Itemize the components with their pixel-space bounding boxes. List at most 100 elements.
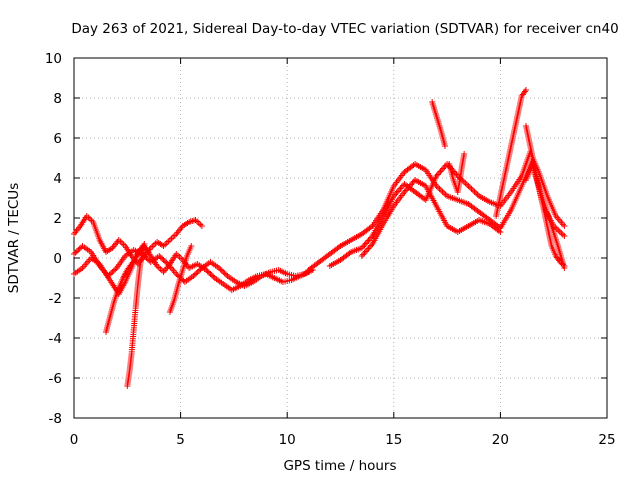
data-point — [142, 253, 149, 260]
data-point — [360, 251, 367, 258]
x-axis-label: GPS time / hours — [283, 458, 396, 474]
data-point — [106, 271, 113, 278]
y-tick-label: -8 — [49, 411, 62, 427]
data-point — [561, 265, 568, 271]
data-point — [194, 269, 201, 275]
data-point — [203, 267, 210, 273]
data-point — [438, 187, 445, 194]
x-tick-label: 25 — [598, 432, 615, 448]
data-point — [190, 273, 197, 279]
chart-title: Day 263 of 2021, Sidereal Day-to-day VTE… — [71, 21, 618, 37]
data-point — [215, 265, 222, 271]
data-point — [558, 230, 565, 237]
data-point — [163, 259, 170, 266]
data-point — [468, 185, 475, 192]
data-point — [197, 221, 204, 228]
data-point — [223, 271, 230, 278]
x-tick-label: 15 — [385, 432, 402, 448]
data-point — [397, 185, 404, 192]
data-point — [206, 269, 213, 276]
y-tick-label: 6 — [53, 131, 62, 147]
data-point — [110, 267, 117, 274]
data-point — [170, 234, 177, 240]
series-track-14 — [522, 163, 568, 271]
data-point — [362, 240, 369, 247]
series-track-6 — [166, 243, 195, 315]
data-point — [166, 237, 173, 243]
series-track-11 — [446, 151, 468, 195]
data-point — [198, 223, 205, 229]
data-point — [118, 240, 125, 246]
data-point — [120, 241, 127, 248]
data-point — [437, 168, 444, 175]
data-point — [559, 231, 566, 238]
y-tick-label: -2 — [49, 291, 62, 307]
y-tick-label: 4 — [53, 171, 62, 187]
data-point — [471, 188, 478, 195]
data-point — [156, 253, 163, 259]
data-point — [473, 190, 480, 197]
data-point — [105, 273, 112, 279]
data-point — [75, 247, 82, 253]
data-point — [71, 251, 77, 257]
data-point — [112, 266, 119, 273]
data-point — [396, 187, 403, 193]
data-point — [188, 243, 195, 249]
data-point — [462, 180, 469, 187]
data-point — [361, 250, 368, 256]
series-track-4 — [102, 241, 148, 335]
data-point — [556, 228, 563, 235]
data-points — [71, 87, 568, 389]
data-point — [107, 270, 114, 277]
y-tick-label: -6 — [49, 371, 62, 387]
data-point — [358, 253, 365, 259]
data-point — [159, 255, 166, 262]
data-point — [157, 266, 164, 272]
data-point — [441, 164, 448, 170]
data-point — [366, 236, 373, 242]
data-point — [165, 238, 172, 245]
data-point — [210, 273, 217, 280]
grid-lines — [74, 58, 607, 418]
data-point — [207, 271, 214, 277]
data-point — [362, 248, 369, 255]
data-point — [522, 87, 529, 93]
data-point — [218, 267, 225, 274]
data-point — [144, 256, 151, 263]
data-point — [72, 249, 79, 256]
data-point — [196, 267, 203, 274]
data-point — [73, 248, 80, 255]
data-point — [434, 184, 441, 191]
data-point — [160, 257, 167, 263]
data-point — [364, 239, 371, 245]
data-point — [561, 223, 568, 229]
series-track-9 — [358, 177, 504, 259]
data-point — [440, 165, 447, 172]
data-point — [436, 185, 443, 192]
data-point — [171, 232, 178, 239]
data-point — [463, 181, 470, 188]
data-point — [394, 188, 401, 195]
data-point — [86, 216, 93, 222]
y-axis: -8 -6 -4 -2 0 2 4 6 8 10 — [45, 51, 607, 427]
data-point — [393, 190, 400, 196]
y-tick-label: 0 — [53, 251, 62, 267]
data-point — [204, 268, 211, 275]
data-point — [178, 255, 185, 262]
data-point — [194, 218, 201, 225]
data-point — [469, 187, 476, 194]
data-point — [208, 272, 215, 279]
data-point — [193, 270, 200, 277]
data-point — [191, 271, 198, 278]
data-point — [364, 247, 371, 253]
data-point — [436, 170, 443, 176]
data-point — [161, 258, 168, 265]
y-axis-label: SDTVAR / TECUs — [6, 183, 22, 293]
data-point — [76, 245, 83, 252]
data-point — [168, 235, 175, 242]
data-point — [109, 269, 116, 275]
data-point — [157, 254, 164, 261]
series-track-12 — [493, 87, 529, 219]
data-point — [155, 264, 162, 271]
